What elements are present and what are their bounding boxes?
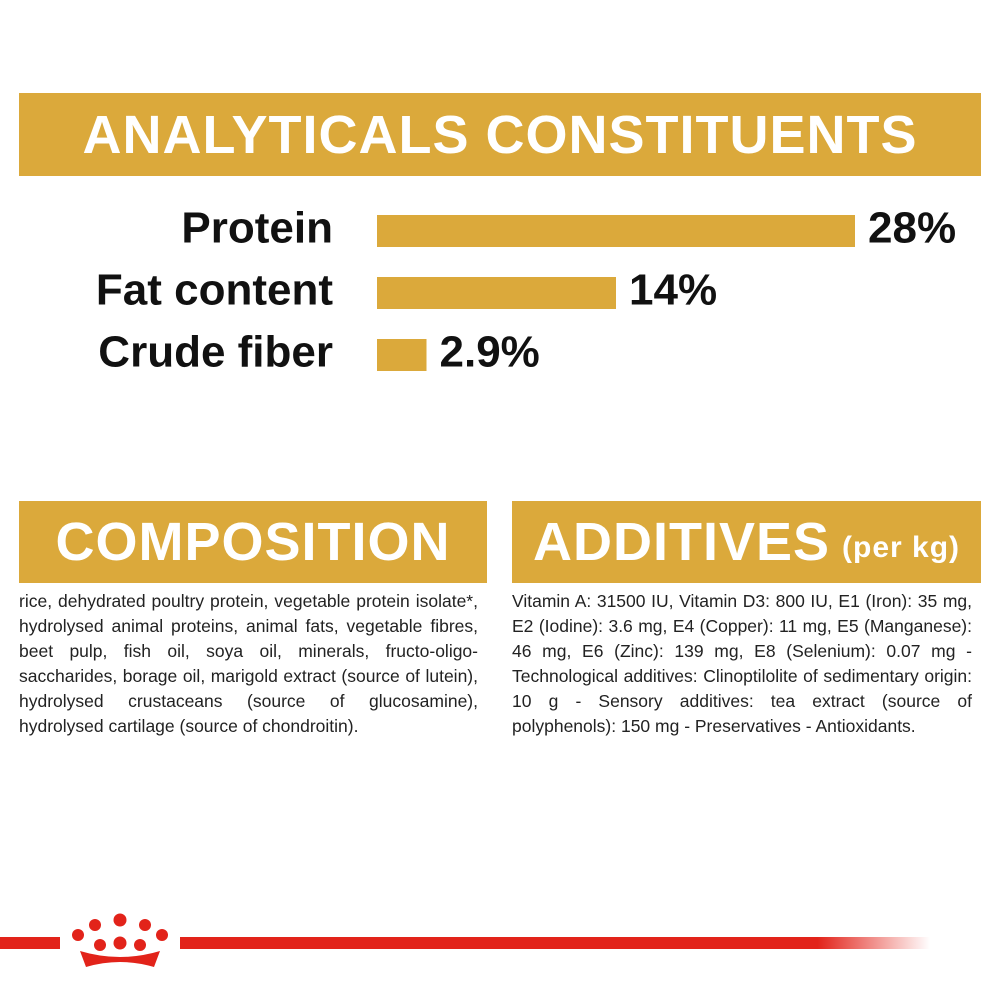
category-label: Crude fiber [98,328,333,377]
category-label: Protein [181,204,333,253]
brand-footer [0,913,930,967]
bar [377,339,427,371]
composition-text: rice, dehydrated poultry protein, vegeta… [19,591,478,736]
chart: Protein 28% Fat content 14% Crude fiber 2.9% [96,204,956,377]
composition-title: COMPOSITION [55,512,451,572]
red-stripe [0,937,60,949]
additives-text: Vitamin A: 31500 IU, Vitamin D3: 800 IU,… [512,591,972,736]
bar [377,215,855,247]
chart-title: ANALYTICALS CONSTITUENTS [82,104,918,165]
additives-header: ADDITIVES (per kg) [512,501,981,583]
value-label: 14% [629,266,717,315]
composition-header: COMPOSITION [19,501,487,583]
category-label: Fat content [96,266,333,315]
additives-title: ADDITIVES [532,512,831,572]
red-stripe [180,937,930,949]
constituents-header: ANALYTICALS CONSTITUENTS [19,93,981,176]
bar [377,277,616,309]
value-label: 2.9% [440,328,540,377]
additives-subtitle: (per kg) [842,531,961,564]
crown-logo [72,913,168,967]
value-label: 28% [868,204,956,253]
